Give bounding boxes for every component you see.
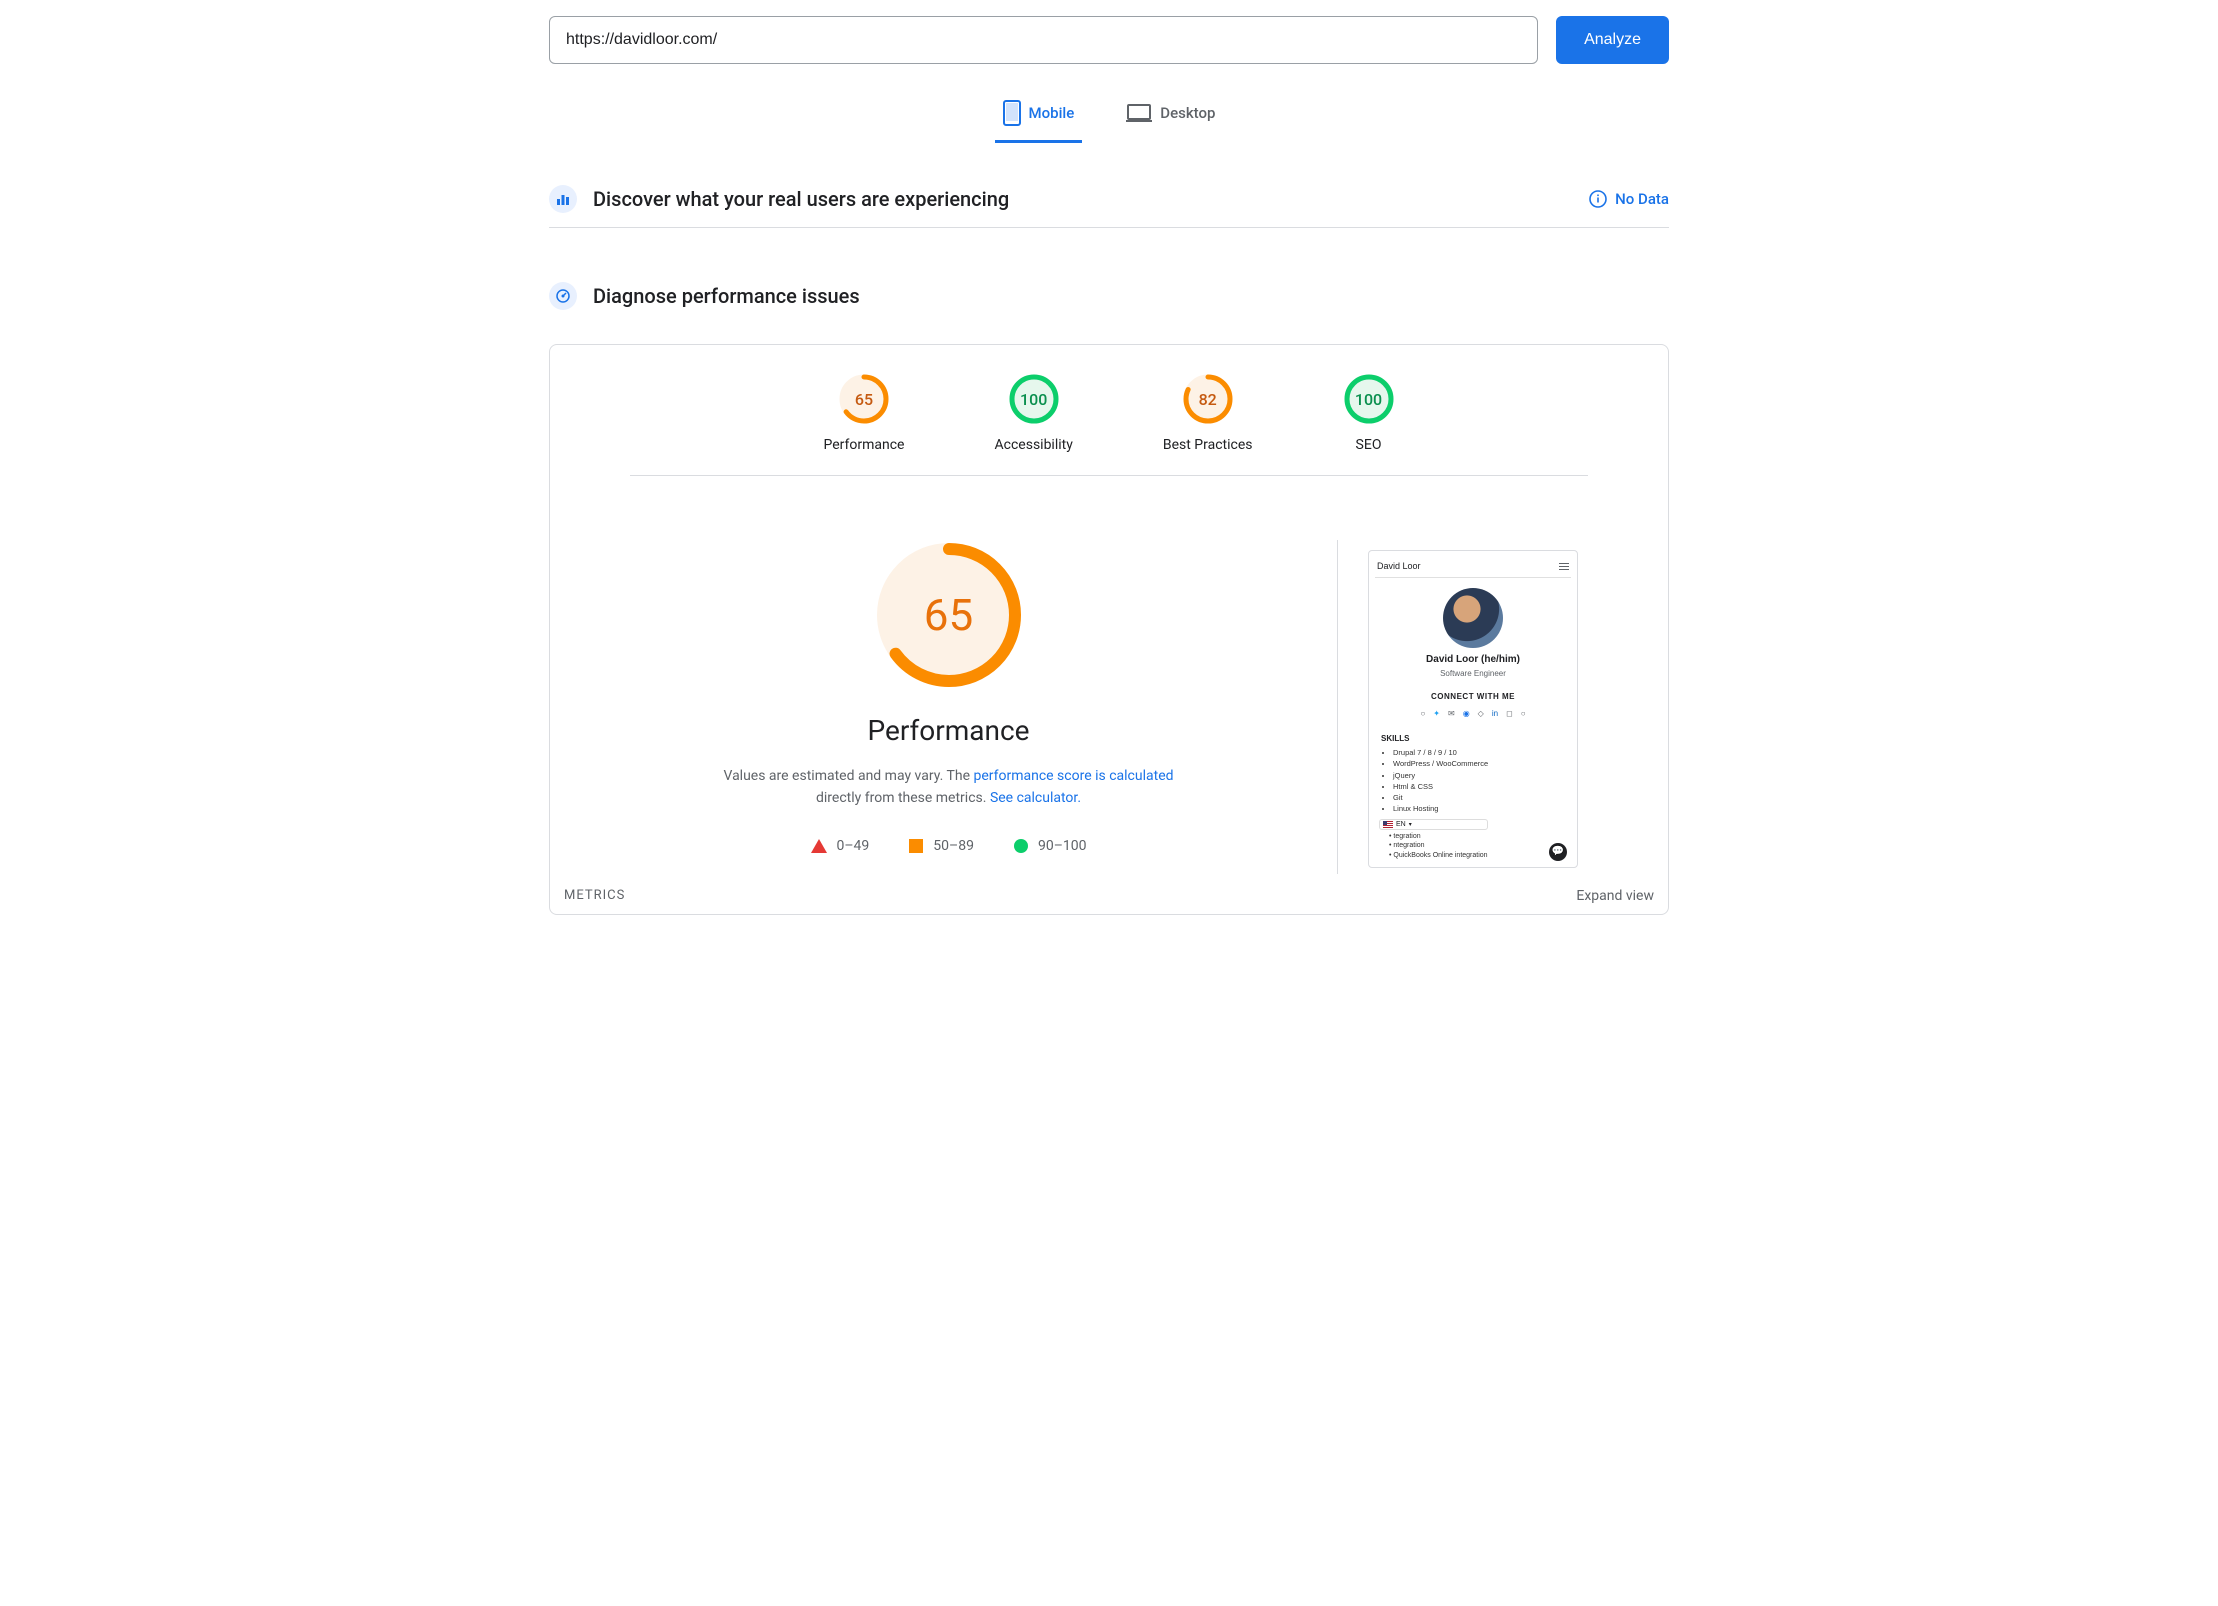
thumb-skills-heading: SKILLS [1375,734,1571,743]
gauge-bestpractices-label: Best Practices [1163,437,1253,453]
desktop-icon [1126,103,1152,123]
diagnose-icon [549,282,577,310]
gauge-performance-value: 65 [838,373,890,425]
thumb-skill-item: Linux Hosting [1393,803,1565,814]
gauge-seo-label: SEO [1356,437,1382,453]
legend-good-label: 90–100 [1038,838,1087,854]
gauge-accessibility-label: Accessibility [995,437,1073,453]
legend-good-icon [1014,839,1028,853]
gauge-accessibility[interactable]: 100 Accessibility [995,373,1073,453]
us-flag-icon [1383,821,1393,828]
see-calculator-link[interactable]: See calculator. [990,790,1081,806]
thumb-social-icons: ○✦✉◉◇in◻○ [1375,709,1571,718]
performance-gauge-large: 65 [874,540,1024,690]
performance-description: Values are estimated and may vary. The p… [714,765,1184,810]
language-selector: EN ▾ [1379,819,1488,830]
legend-mid-icon [909,839,923,853]
device-tabs: Mobile Desktop [549,92,1669,143]
mobile-icon [1003,100,1021,126]
thumb-role: Software Engineer [1375,669,1571,678]
score-legend: 0–49 50–89 90–100 [811,838,1087,854]
gauge-performance[interactable]: 65 Performance [824,373,905,453]
perf-score-calc-link[interactable]: performance score is calculated [973,768,1173,784]
thumb-name: David Loor (he/him) [1375,654,1571,665]
page-screenshot-thumbnail: David Loor David Loor (he/him) Software … [1368,550,1578,868]
gauge-accessibility-ring: 100 [1008,373,1060,425]
analyze-button[interactable]: Analyze [1556,16,1669,64]
gauge-seo[interactable]: 100 SEO [1343,373,1395,453]
tab-mobile-label: Mobile [1029,104,1075,122]
gauge-bestpractices-value: 82 [1182,373,1234,425]
gauge-bestpractices-ring: 82 [1182,373,1234,425]
no-data-label: No Data [1615,190,1669,208]
diagnose-card: 65 Performance 100 Accessibility 82 Best… [549,344,1669,915]
field-data-heading: Discover what your real users are experi… [593,187,1573,211]
gauge-bestpractices[interactable]: 82 Best Practices [1163,373,1253,453]
legend-mid-label: 50–89 [933,838,974,854]
thumb-skill-item: jQuery [1393,770,1565,781]
gauge-performance-ring: 65 [838,373,890,425]
url-input[interactable] [549,16,1538,64]
expand-view-toggle[interactable]: Expand view [1576,888,1654,904]
gauge-seo-ring: 100 [1343,373,1395,425]
thumb-avatar [1443,588,1503,648]
gauge-accessibility-value: 100 [1008,373,1060,425]
gauge-performance-label: Performance [824,437,905,453]
thumb-skill-item: Html & CSS [1393,781,1565,792]
performance-gauge-label: Performance [868,714,1030,747]
hamburger-icon [1559,563,1569,570]
no-data-link[interactable]: No Data [1589,190,1669,208]
thumb-brand: David Loor [1377,561,1421,571]
thumb-skill-item: Drupal 7 / 8 / 9 / 10 [1393,747,1565,758]
gauge-seo-value: 100 [1343,373,1395,425]
diagnose-heading: Diagnose performance issues [593,284,1669,308]
field-data-icon [549,185,577,213]
thumb-skill-item: WordPress / WooCommerce [1393,758,1565,769]
legend-bad-label: 0–49 [837,838,870,854]
tab-desktop[interactable]: Desktop [1118,92,1223,143]
performance-gauge-value: 65 [874,540,1024,690]
legend-bad-icon [811,839,827,853]
thumb-connect: CONNECT WITH ME [1375,692,1571,701]
metrics-heading: METRICS [564,888,625,903]
tab-desktop-label: Desktop [1160,104,1215,122]
tab-mobile[interactable]: Mobile [995,92,1083,143]
chat-widget-icon: 💬 [1549,843,1567,861]
info-icon [1589,190,1607,208]
thumb-skill-item: Git [1393,792,1565,803]
